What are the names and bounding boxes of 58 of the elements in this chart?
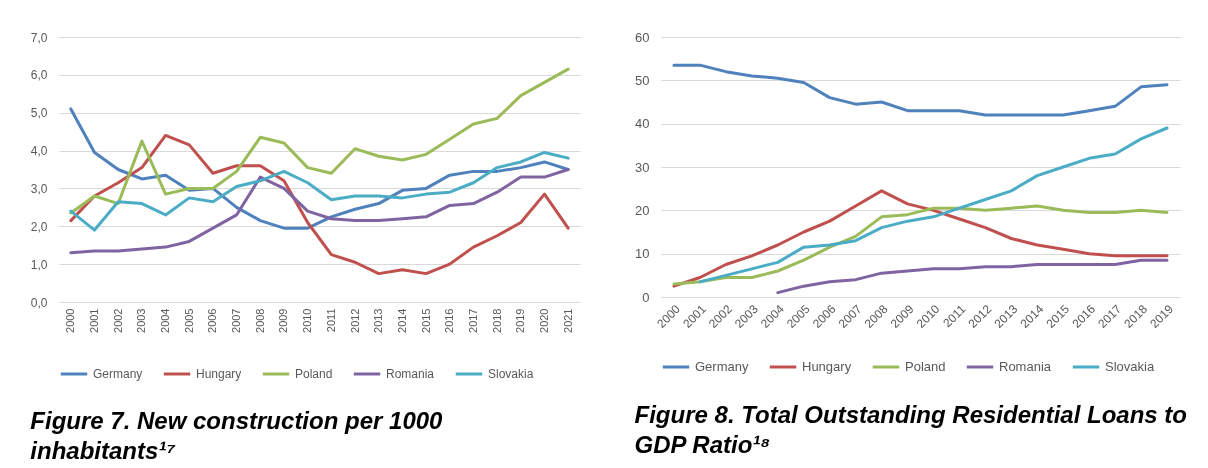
legend-label: Germany [93,367,143,381]
x-tick-label: 2000 [64,308,77,333]
legend-label: Slovakia [1105,359,1155,374]
y-tick-label: 6,0 [30,68,48,83]
y-tick-label: 20 [635,202,650,218]
y-tick-label: 60 [635,29,650,45]
line-series [698,126,1169,284]
y-tick-label: 0,0 [30,295,48,310]
x-tick-label: 2018 [490,308,503,333]
y-tick-label: 3,0 [30,181,48,196]
y-tick-label: 1,0 [30,257,48,272]
line-series [672,63,1169,117]
caption: Figure 7. New construction per 1000 inhabitants¹⁷ [30,407,444,464]
x-tick-label: 2007 [230,308,243,333]
y-tick-label: 5,0 [30,106,48,121]
x-tick-label: 2019 [514,308,527,333]
x-tick-label: 2017 [466,308,479,333]
x-tick-label: 2001 [88,308,101,333]
line-series [776,258,1169,295]
line-series [69,150,570,232]
x-tick-label: 2008 [253,308,266,333]
legend-label: Hungary [196,367,242,381]
y-tick-label: 0 [642,289,650,305]
legend-label: Poland [295,367,333,381]
x-tick-label: 2006 [206,308,219,333]
legend-label: Poland [905,359,946,374]
legend-label: Germany [695,359,749,374]
x-tick-label: 2002 [111,308,124,333]
x-tick-label: 2003 [135,308,148,333]
y-tick-label: 50 [635,72,650,88]
x-tick-label: 2015 [419,308,432,333]
legend-label: Romania [999,359,1052,374]
x-tick-label: 2020 [537,308,550,333]
x-tick-label: 2005 [182,308,195,333]
caption: Figure 8. Total Outstanding Residential Loans to GDP Ratio¹⁸ [634,401,1188,458]
y-tick-label: 4,0 [30,144,48,159]
y-tick-label: 30 [635,159,650,175]
legend-label: Slovakia [488,367,534,381]
y-tick-label: 10 [635,246,650,262]
line-series [69,168,570,255]
y-tick-label: 2,0 [30,219,48,234]
legend-label: Hungary [802,359,852,374]
line-series [672,189,1169,288]
y-tick-label: 40 [635,116,650,132]
y-tick-label: 7,0 [30,30,48,45]
line-series [69,67,570,215]
x-tick-label: 2016 [443,308,456,333]
x-tick-label: 2012 [348,308,361,333]
legend-label: Romania [386,367,435,381]
x-tick-label: 2004 [159,308,172,333]
line-series [672,204,1169,286]
x-tick-label: 2010 [301,308,314,333]
x-tick-label: 2021 [561,308,574,333]
x-tick-label: 2014 [395,308,408,333]
x-tick-label: 2011 [324,308,337,333]
line-series [69,133,570,276]
x-tick-label: 2009 [277,308,290,333]
x-tick-label: 2013 [372,308,385,333]
